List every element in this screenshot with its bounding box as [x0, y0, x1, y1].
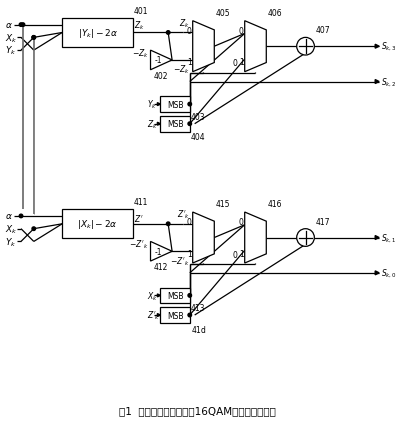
Polygon shape	[193, 22, 214, 72]
Text: $Z'$: $Z'$	[134, 212, 143, 223]
Text: $Z_k$: $Z_k$	[134, 20, 144, 32]
Text: 412: 412	[154, 262, 168, 271]
Text: 1: 1	[239, 249, 244, 258]
Circle shape	[188, 103, 192, 106]
Polygon shape	[375, 81, 379, 84]
Text: 403: 403	[191, 112, 205, 122]
Polygon shape	[375, 236, 379, 240]
Text: 1: 1	[187, 249, 192, 258]
Circle shape	[188, 314, 192, 317]
Circle shape	[297, 38, 314, 56]
Text: $Y_k$: $Y_k$	[5, 45, 17, 57]
Text: $-Z_k$: $-Z_k$	[173, 64, 190, 76]
Text: $Z_k$: $Z_k$	[146, 118, 157, 131]
Text: 0: 0	[187, 218, 192, 227]
Bar	[160, 308, 190, 323]
Polygon shape	[375, 271, 379, 275]
Text: $\alpha$: $\alpha$	[5, 212, 13, 221]
Text: MSB: MSB	[167, 311, 183, 320]
Bar	[160, 288, 190, 304]
Text: 416: 416	[267, 200, 282, 209]
Polygon shape	[193, 213, 214, 263]
Text: $|Y_k|-2\alpha$: $|Y_k|-2\alpha$	[78, 27, 118, 40]
Text: 0: 0	[233, 250, 238, 259]
Polygon shape	[150, 51, 172, 71]
Text: 401: 401	[134, 7, 148, 16]
Text: 0: 0	[233, 59, 238, 68]
Text: $X_k$: $X_k$	[5, 32, 18, 45]
Text: 图1  三星公司专利提出的16QAM解调器硬件结构: 图1 三星公司专利提出的16QAM解调器硬件结构	[119, 405, 276, 415]
Text: -1: -1	[155, 247, 162, 256]
Circle shape	[32, 37, 36, 40]
Circle shape	[166, 222, 170, 226]
Bar	[160, 97, 190, 112]
Text: $\alpha$: $\alpha$	[5, 21, 13, 30]
Text: 0: 0	[239, 27, 244, 36]
Polygon shape	[157, 123, 160, 126]
Circle shape	[19, 215, 23, 218]
Text: $S_{k,2}$: $S_{k,2}$	[381, 76, 397, 89]
Circle shape	[188, 123, 192, 126]
Text: $-Z'_k$: $-Z'_k$	[129, 238, 148, 250]
Circle shape	[166, 32, 170, 35]
Text: $|X_k|-2\alpha$: $|X_k|-2\alpha$	[77, 218, 118, 231]
Bar	[160, 117, 190, 132]
Text: $Z_k$: $Z_k$	[179, 17, 190, 29]
Text: 402: 402	[154, 72, 168, 81]
Text: 405: 405	[215, 9, 230, 18]
Text: $S_{k,3}$: $S_{k,3}$	[381, 41, 397, 53]
Text: $Y_k$: $Y_k$	[146, 98, 156, 111]
Polygon shape	[157, 294, 160, 297]
Text: 413: 413	[191, 304, 205, 313]
Polygon shape	[245, 213, 266, 263]
Bar	[62, 210, 133, 239]
Text: 404: 404	[191, 132, 205, 141]
Text: $Y_k$: $Y_k$	[5, 236, 17, 248]
Circle shape	[32, 37, 36, 40]
Text: 1: 1	[187, 58, 192, 67]
Text: $41\mathrm{d}$: $41\mathrm{d}$	[191, 323, 206, 334]
Polygon shape	[157, 314, 160, 317]
Text: 1: 1	[239, 58, 244, 67]
Text: 417: 417	[315, 217, 330, 226]
Text: $Z'_k$: $Z'_k$	[176, 208, 190, 220]
Circle shape	[21, 24, 25, 27]
Text: 406: 406	[267, 9, 282, 18]
Circle shape	[297, 229, 314, 247]
Text: MSB: MSB	[167, 101, 183, 109]
Text: $Z'_k$: $Z'_k$	[146, 309, 160, 322]
Text: 411: 411	[134, 198, 148, 207]
Text: 0: 0	[239, 218, 244, 227]
Text: MSB: MSB	[167, 120, 183, 129]
Text: MSB: MSB	[167, 291, 183, 300]
Text: $S_{k,0}$: $S_{k,0}$	[381, 267, 397, 279]
Text: 0: 0	[187, 27, 192, 36]
Circle shape	[19, 24, 23, 27]
Bar	[62, 19, 133, 48]
Text: $X_k$: $X_k$	[146, 290, 158, 302]
Circle shape	[32, 227, 36, 231]
Text: 415: 415	[215, 200, 230, 209]
Polygon shape	[150, 242, 172, 262]
Text: -1: -1	[155, 56, 162, 65]
Polygon shape	[157, 104, 160, 106]
Text: $-Z_k$: $-Z_k$	[132, 47, 148, 60]
Text: 407: 407	[315, 26, 330, 35]
Text: $X_k$: $X_k$	[5, 223, 18, 236]
Circle shape	[188, 294, 192, 297]
Polygon shape	[375, 45, 379, 49]
Text: $S_{k,1}$: $S_{k,1}$	[381, 232, 397, 244]
Polygon shape	[245, 22, 266, 72]
Text: $-Z'_k$: $-Z'_k$	[170, 255, 190, 267]
